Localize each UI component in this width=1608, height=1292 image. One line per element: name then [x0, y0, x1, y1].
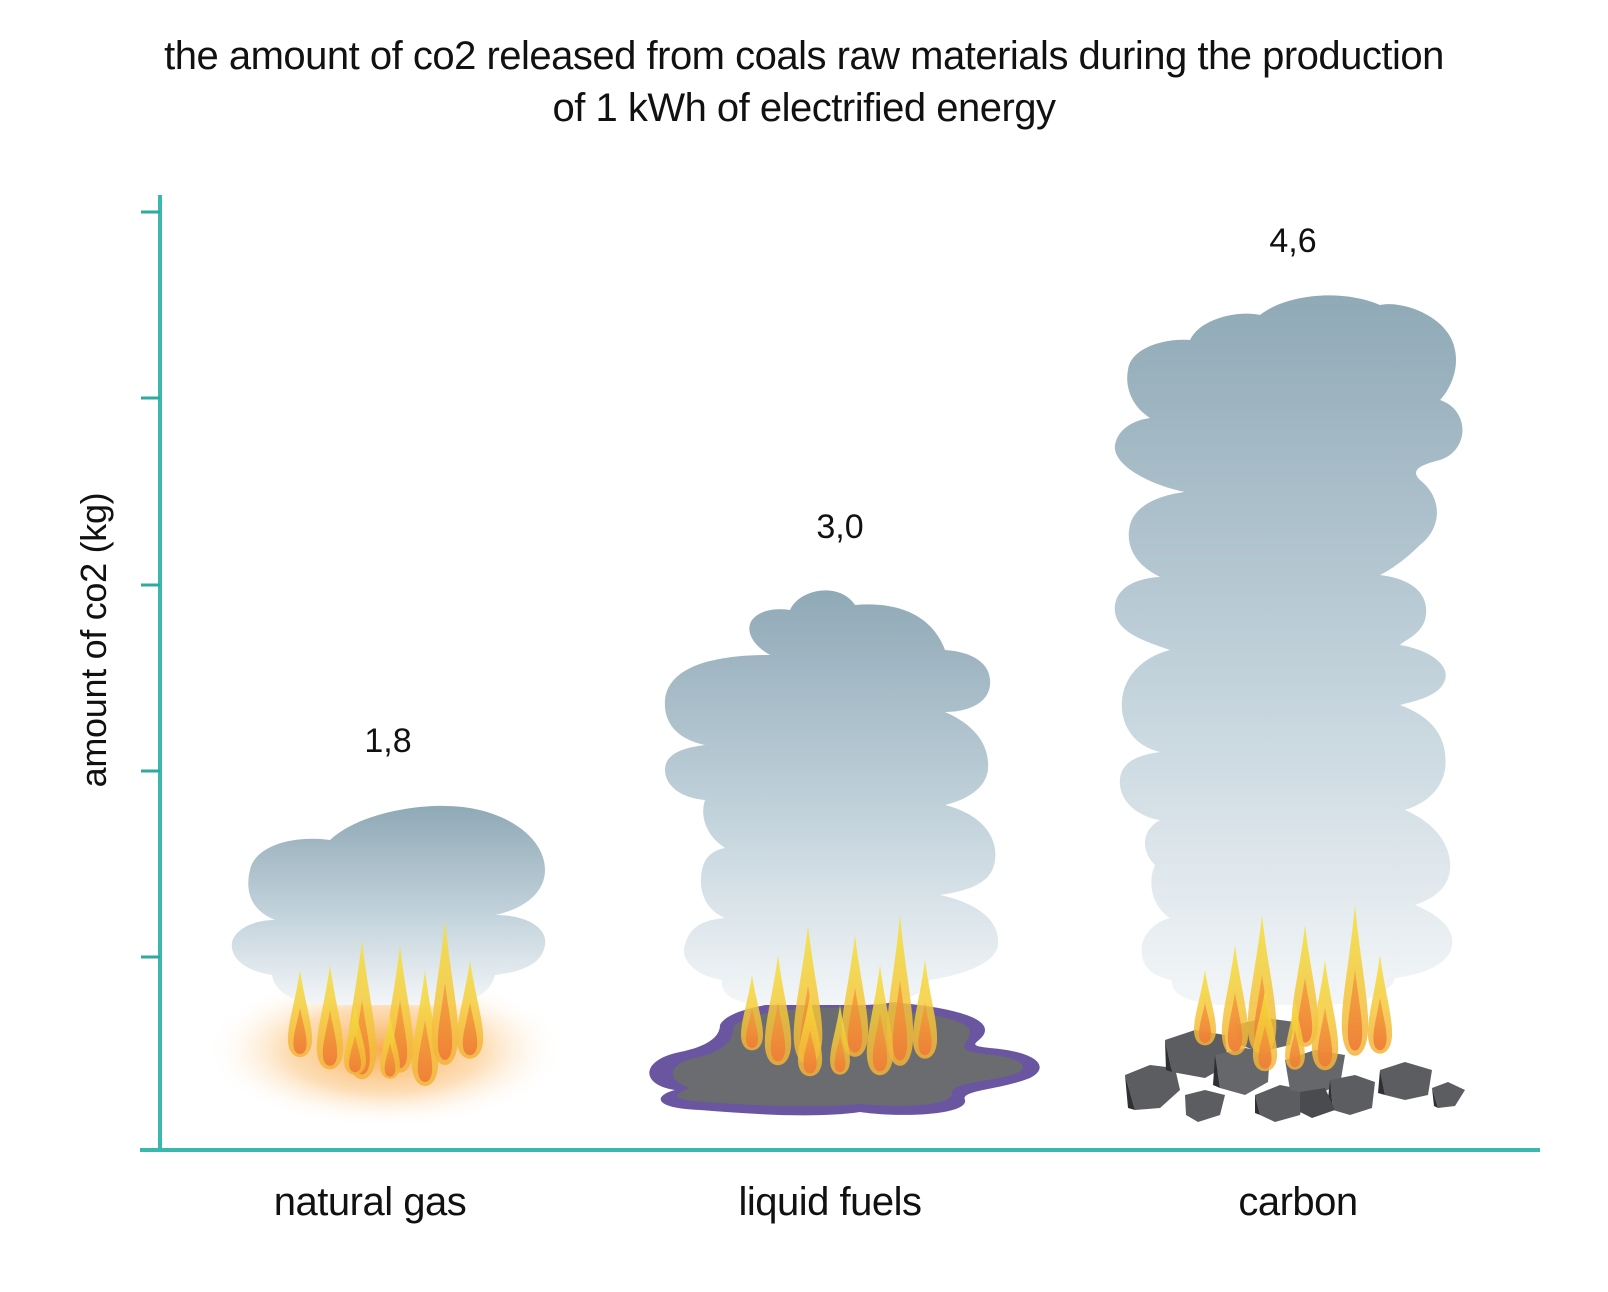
smoke-cloud-icon [1114, 295, 1463, 1006]
chart-title: the amount of co2 released from coals ra… [0, 30, 1608, 134]
value-label-natural-gas: 1,8 [364, 722, 412, 760]
bar-carbon [1114, 295, 1465, 1122]
x-label-liquid-fuels: liquid fuels [738, 1180, 922, 1224]
y-axis [141, 195, 162, 1152]
x-label-carbon: carbon [1238, 1180, 1358, 1224]
x-label-natural-gas: natural gas [273, 1180, 467, 1224]
chart-title-line-2: of 1 kWh of electrified energy [552, 86, 1056, 130]
bar-natural-gas [205, 805, 565, 1128]
smoke-cloud-icon [664, 590, 999, 1005]
chart-title-line-1: the amount of co2 released from coals ra… [164, 34, 1444, 78]
smoke-cloud-icon [231, 805, 546, 1005]
bar-liquid-fuels [649, 590, 1040, 1116]
value-label-liquid-fuels: 3,0 [816, 508, 864, 546]
value-label-carbon: 4,6 [1269, 222, 1317, 260]
